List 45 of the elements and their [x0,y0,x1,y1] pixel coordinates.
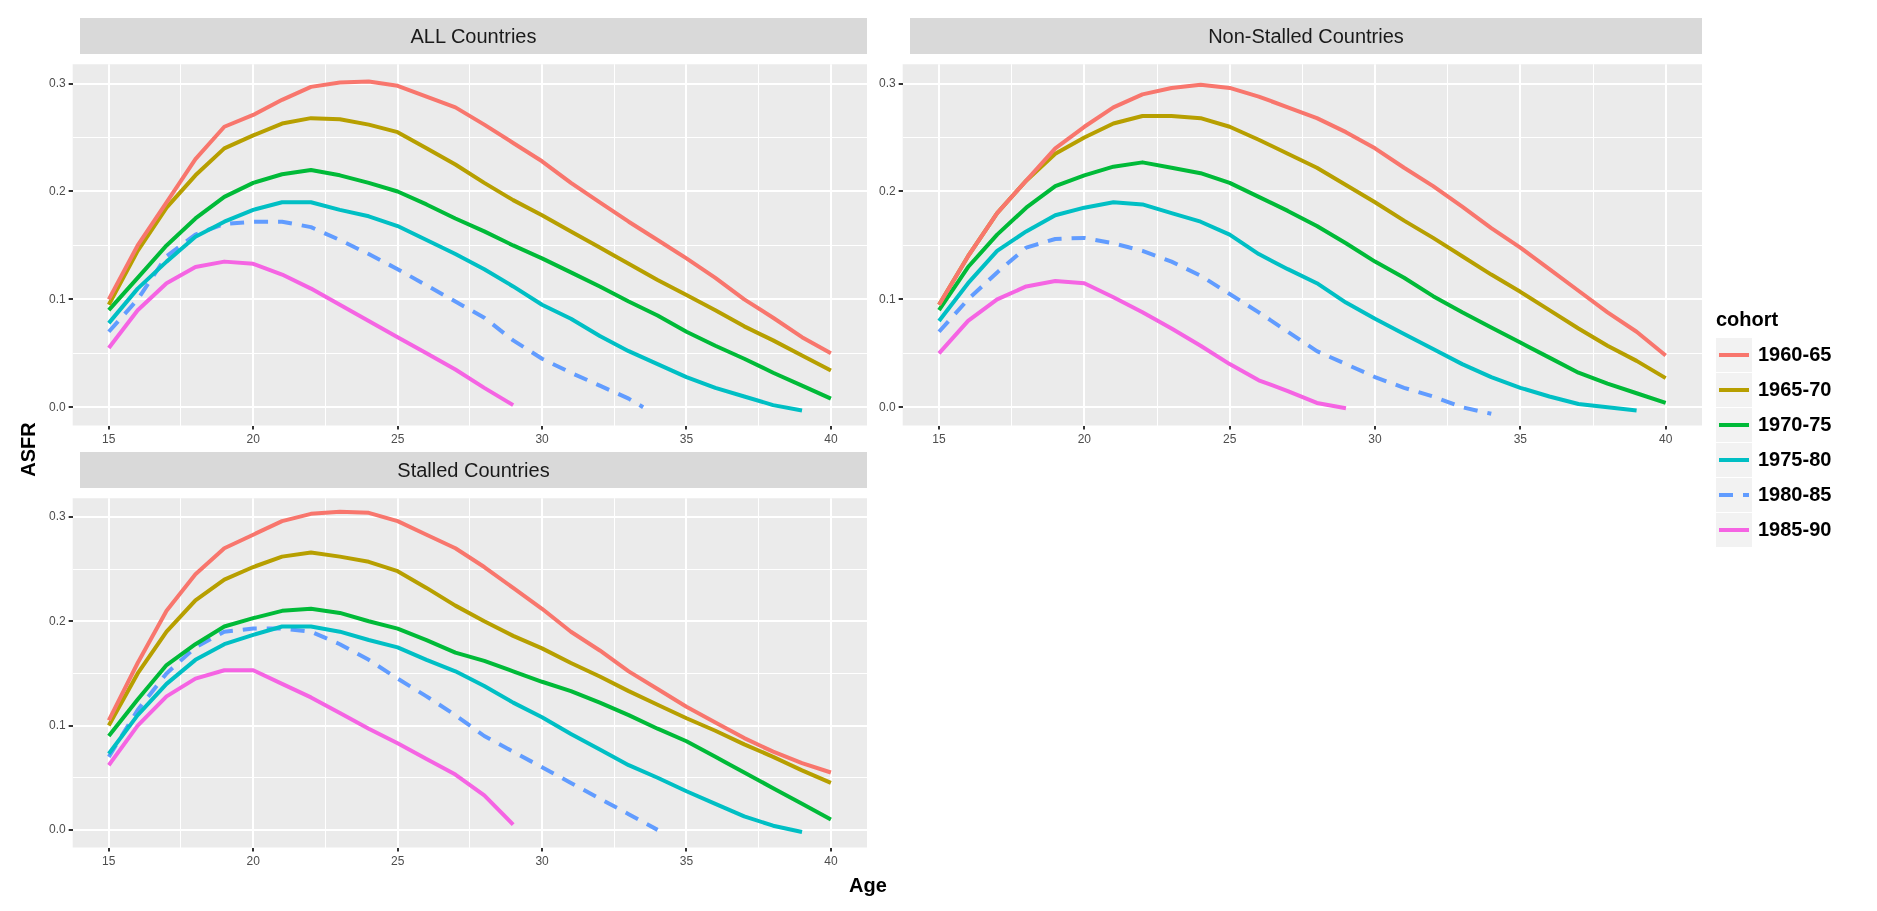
y-tick-label: 0.3 [48,509,66,524]
x-tick-label: 15 [102,854,116,869]
y-tick-label: 0.1 [48,717,66,732]
x-tick-label: 30 [535,854,550,869]
y-tick-label: 0.3 [878,75,896,90]
y-tick-label: 0.0 [48,399,66,414]
y-tick-label: 0.1 [48,291,66,306]
x-tick-label: 15 [102,432,116,447]
x-tick-label: 20 [246,432,261,447]
x-axis-title: Age [848,874,888,897]
legend-title: cohort [1716,308,1780,331]
y-tick-label: 0.2 [878,183,896,198]
x-tick-label: 15 [932,432,947,447]
legend-label: 1960-65 [1758,343,1832,366]
x-tick-label: 40 [1658,432,1673,447]
x-tick-label: 40 [824,854,838,869]
y-tick-label: 0.0 [878,399,896,414]
chart-title: Stalled Countries [80,452,867,488]
legend-label: 1980-85 [1758,483,1832,506]
x-tick-label: 35 [1513,432,1528,447]
line-series [937,235,1494,416]
x-tick-label: 20 [1077,432,1092,447]
line-series [106,219,646,410]
legend-label: 1975-80 [1758,448,1832,471]
legend-label: 1965-70 [1758,378,1832,401]
legend-label: 1985-90 [1758,518,1832,541]
y-tick-label: 0.0 [48,822,66,837]
x-tick-label: 30 [535,432,550,447]
x-tick-label: 20 [246,854,261,869]
line-series [106,626,660,832]
x-tick-label: 25 [390,854,405,869]
x-tick-label: 25 [1223,432,1237,447]
y-tick-label: 0.2 [48,183,66,198]
x-tick-label: 30 [1368,432,1382,447]
x-tick-label: 35 [679,432,694,447]
x-tick-label: 40 [824,432,838,447]
x-tick-label: 25 [390,432,405,447]
chart-title: ALL Countries [80,18,867,54]
x-tick-label: 35 [679,854,694,869]
chart-title: Non-Stalled Countries [910,18,1702,54]
y-tick-label: 0.3 [48,75,66,90]
legend-label: 1970-75 [1758,413,1832,436]
y-tick-label: 0.1 [878,291,896,306]
y-axis-title: ASFR [16,421,40,479]
y-tick-label: 0.2 [48,613,66,628]
